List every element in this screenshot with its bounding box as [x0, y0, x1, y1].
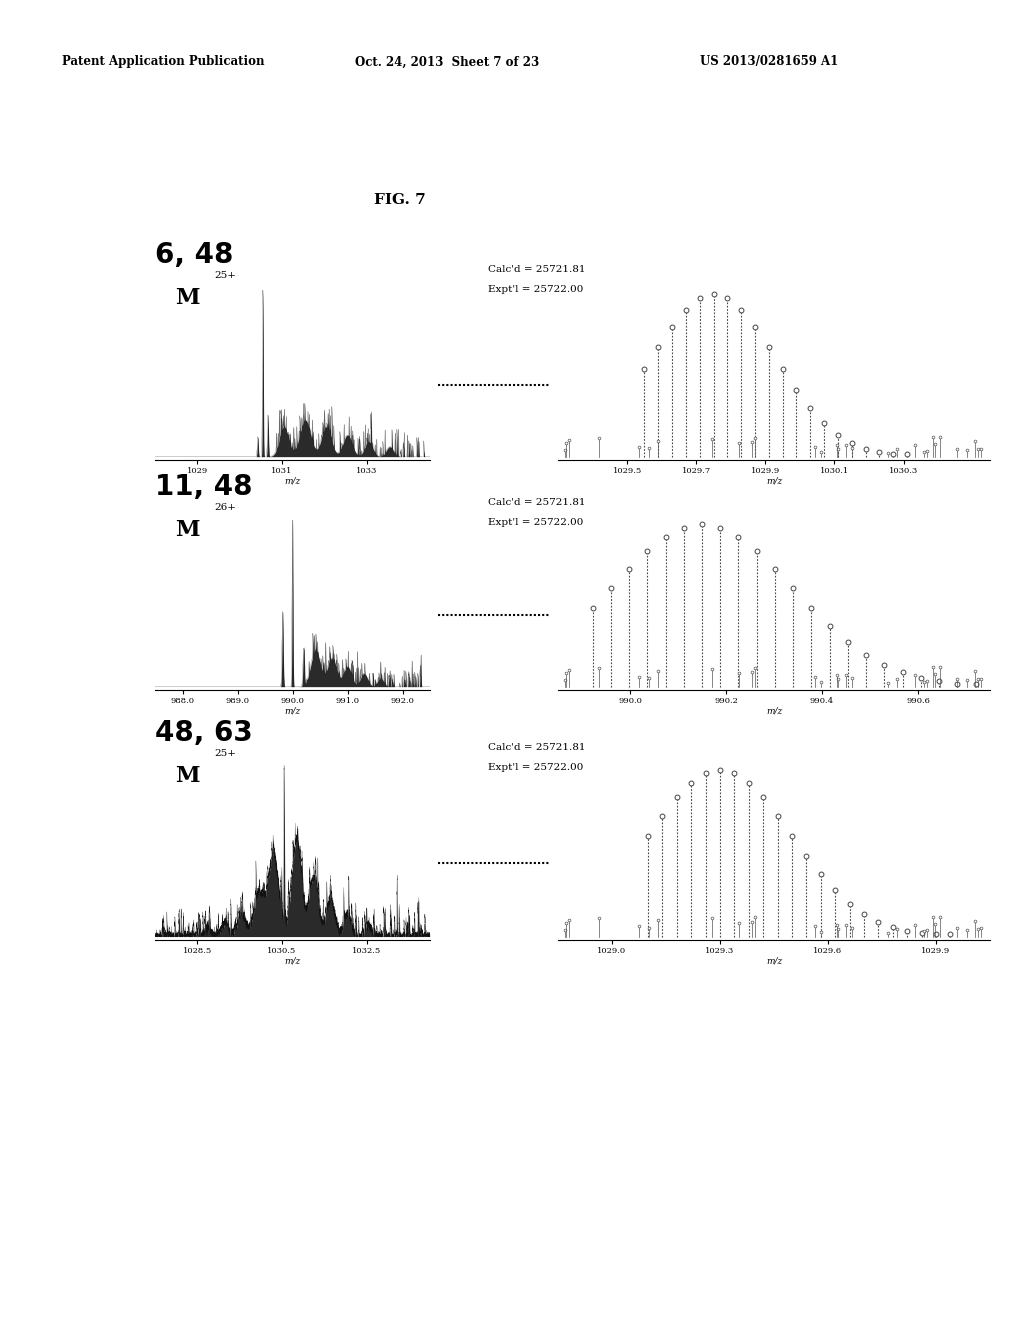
X-axis label: m/z: m/z	[285, 477, 301, 486]
Text: M: M	[175, 519, 200, 541]
Text: Patent Application Publication: Patent Application Publication	[62, 55, 264, 69]
Text: 48, 63: 48, 63	[155, 719, 253, 747]
Text: US 2013/0281659 A1: US 2013/0281659 A1	[700, 55, 839, 69]
X-axis label: m/z: m/z	[766, 956, 782, 965]
Text: 26+: 26+	[214, 503, 236, 512]
X-axis label: m/z: m/z	[285, 956, 301, 965]
Text: Expt'l = 25722.00: Expt'l = 25722.00	[488, 285, 584, 294]
Text: 6, 48: 6, 48	[155, 242, 233, 269]
X-axis label: m/z: m/z	[285, 706, 301, 715]
Text: M: M	[175, 286, 200, 309]
Text: M: M	[175, 766, 200, 787]
X-axis label: m/z: m/z	[766, 706, 782, 715]
Text: Expt'l = 25722.00: Expt'l = 25722.00	[488, 517, 584, 527]
Text: Expt'l = 25722.00: Expt'l = 25722.00	[488, 763, 584, 772]
Text: FIG. 7: FIG. 7	[374, 193, 426, 207]
Text: Oct. 24, 2013  Sheet 7 of 23: Oct. 24, 2013 Sheet 7 of 23	[355, 55, 540, 69]
Text: 11, 48: 11, 48	[155, 473, 253, 502]
Text: Calc'd = 25721.81: Calc'd = 25721.81	[488, 743, 586, 752]
Text: 25+: 25+	[214, 750, 236, 759]
Text: 25+: 25+	[214, 272, 236, 281]
Text: Calc'd = 25721.81: Calc'd = 25721.81	[488, 498, 586, 507]
Text: Calc'd = 25721.81: Calc'd = 25721.81	[488, 265, 586, 275]
X-axis label: m/z: m/z	[766, 477, 782, 486]
